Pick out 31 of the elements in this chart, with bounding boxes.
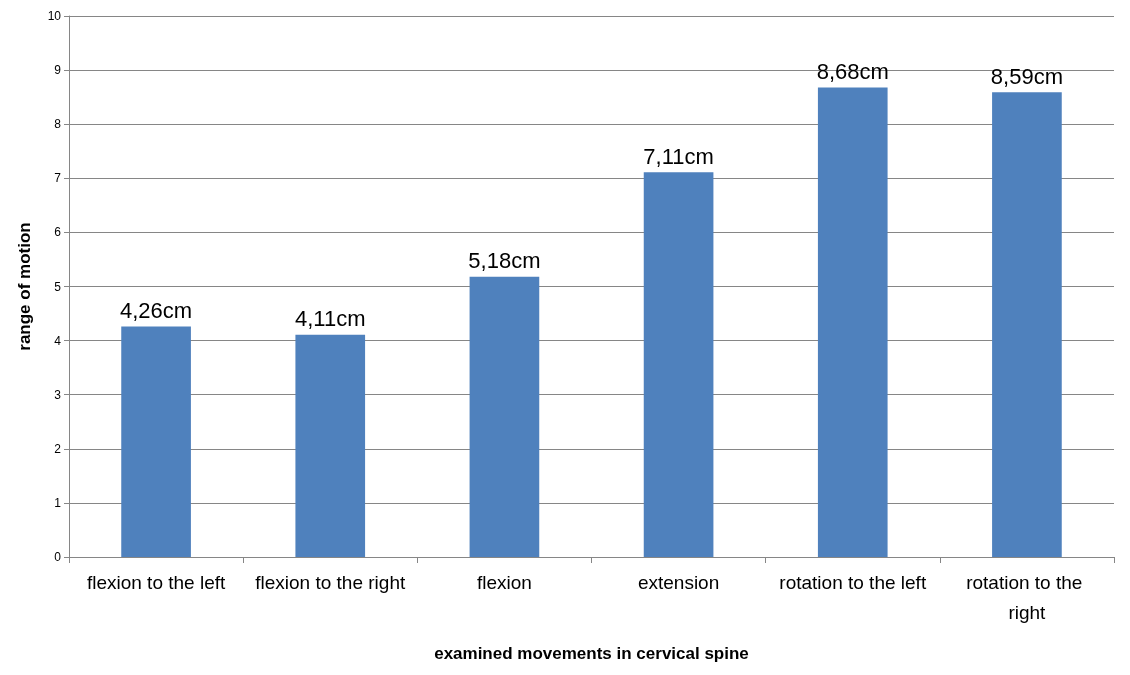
x-tick-label: rotation to the left xyxy=(779,571,927,593)
x-tick-label: flexion xyxy=(476,571,532,593)
x-tick-label: flexion to the left xyxy=(86,571,226,593)
y-tick-label: 6 xyxy=(54,225,62,240)
data-label: 8,68cm xyxy=(816,58,889,84)
y-tick-label: 8 xyxy=(54,117,62,132)
y-tick-label: 1 xyxy=(54,495,62,510)
data-label: 4,26cm xyxy=(120,298,193,324)
y-tick-label: 7 xyxy=(54,171,62,186)
data-label: 5,18cm xyxy=(468,248,541,274)
bar xyxy=(643,172,714,557)
x-tick-label: flexion to the right xyxy=(255,571,406,593)
data-label: 7,11cm xyxy=(643,143,714,169)
y-tick-label: 4 xyxy=(54,333,62,348)
bar xyxy=(992,92,1062,557)
y-axis-title: range of motion xyxy=(15,222,34,351)
y-tick-label: 9 xyxy=(54,63,62,78)
bar xyxy=(121,326,191,557)
y-tick-label: 5 xyxy=(54,279,62,294)
y-tick-label: 3 xyxy=(54,387,62,402)
data-label: 8,59cm xyxy=(990,63,1063,89)
y-tick-label: 0 xyxy=(54,550,62,564)
y-tick-label: 10 xyxy=(47,9,62,23)
x-axis-title: examined movements in cervical spine xyxy=(434,644,749,663)
bar xyxy=(295,334,366,557)
x-tick-label: extension xyxy=(637,571,720,593)
x-tick-label: rotation to the right xyxy=(966,571,1088,623)
bar xyxy=(817,87,888,557)
bar xyxy=(469,276,540,557)
data-label: 4,11cm xyxy=(294,306,366,332)
y-tick-label: 2 xyxy=(54,441,62,456)
